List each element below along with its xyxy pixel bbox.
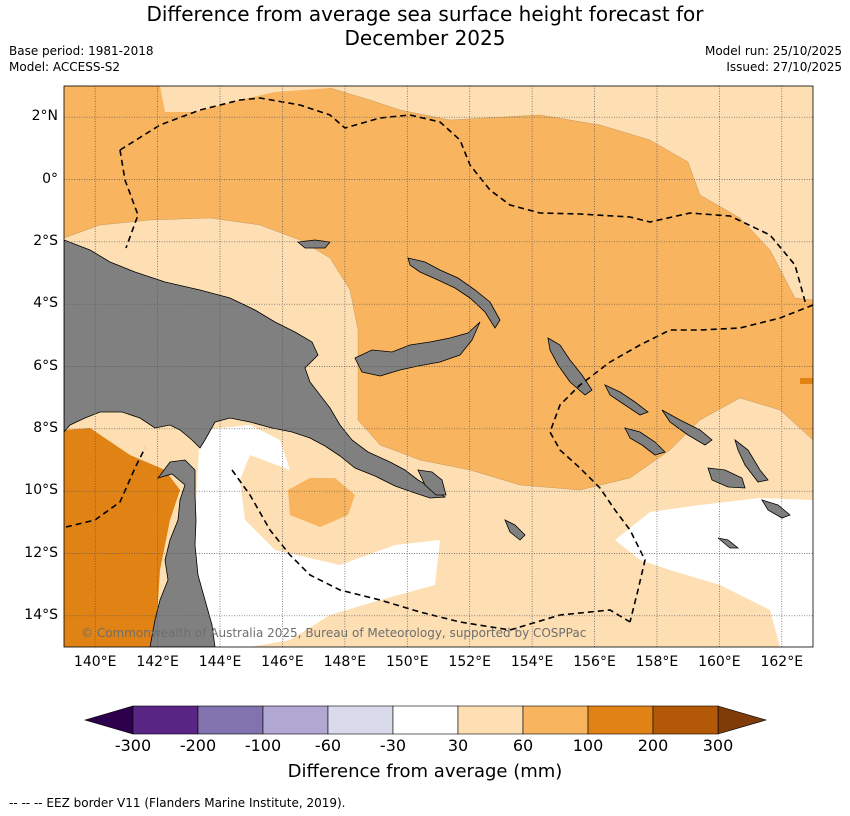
colorbar-segment (392, 705, 459, 735)
colorbar-under-arrow (83, 705, 134, 735)
anomaly-patch-60-100 (288, 478, 355, 527)
lon-tick-label: 148°E (323, 654, 367, 670)
chart-title: Difference from average sea surface heig… (0, 2, 850, 50)
title-line-2: December 2025 (344, 26, 506, 50)
lat-tick-label: 14°S (24, 606, 58, 623)
graticule (64, 86, 813, 647)
eez-borders (65, 97, 813, 631)
anomaly-region-30-60-north (160, 86, 813, 300)
lat-tick-label: 10°S (24, 482, 58, 499)
anomaly-region-100-200 (64, 428, 180, 647)
lat-tick-label: 6°S (33, 357, 58, 374)
colorbar-segment (587, 705, 654, 735)
colorbar-tick-label: -300 (114, 736, 152, 755)
colorbar (83, 705, 768, 735)
lon-tick-label: 162°E (760, 654, 804, 670)
meta-right: Model run: 25/10/2025 Issued: 27/10/2025 (705, 43, 842, 75)
anomaly-region-neutral-west (195, 425, 440, 647)
map-frame (63, 85, 814, 648)
lon-tick-label: 160°E (698, 654, 741, 670)
anomaly-region-neutral-east (615, 498, 813, 647)
colorbar-tick-label: -200 (179, 736, 217, 755)
landmass-dentrecasteaux (417, 469, 447, 496)
lon-tick-label: 152°E (448, 654, 491, 670)
colorbar-tick-label: -60 (314, 736, 342, 755)
lat-tick-label: 8°S (33, 419, 58, 436)
colorbar-tick-label: 60 (512, 736, 534, 755)
landmass-small-island (717, 537, 740, 549)
landmass-rossel (504, 519, 526, 541)
lon-tick-label: 140°E (73, 654, 117, 670)
colorbar-tick-label: 100 (572, 736, 604, 755)
landmass-santa-cruz (761, 499, 791, 519)
model-run: Model run: 25/10/2025 (704, 44, 842, 58)
copyright-notice: © Commonwealth of Australia 2025, Bureau… (81, 626, 587, 640)
base-period: Base period: 1981-2018 (9, 44, 154, 58)
landmass-malaita (661, 409, 713, 446)
colorbar-segment (262, 705, 329, 735)
colorbar-segment (132, 705, 199, 735)
lat-tick-label: 2°N (31, 108, 58, 125)
lat-tick-label: 2°S (33, 232, 58, 249)
lon-tick-label: 156°E (573, 654, 616, 670)
meta-left: Base period: 1981-2018 Model: ACCESS-S2 (9, 43, 154, 75)
lat-tick-label: 0° (42, 170, 58, 187)
anomaly-patch-100-200-east (800, 378, 813, 384)
colorbar-over-arrow (717, 705, 768, 735)
colorbar-tick-label: 300 (702, 736, 734, 755)
colorbar-tick-label: 30 (447, 736, 469, 755)
issued-date: Issued: 27/10/2025 (726, 60, 842, 74)
lon-tick-label: 146°E (261, 654, 304, 670)
lon-tick-label: 150°E (385, 654, 429, 670)
lon-tick-label: 144°E (198, 654, 242, 670)
colorbar-tick-label: -100 (244, 736, 282, 755)
landmass-new-britain (354, 321, 481, 377)
colorbar-segment (457, 705, 524, 735)
eez-legend-note: -- -- -- EEZ border V11 (Flanders Marine… (9, 796, 346, 810)
landmass-guadalcanal (624, 427, 666, 456)
colorbar-tick-label: 200 (637, 736, 669, 755)
colorbar-title: Difference from average (mm) (287, 761, 563, 782)
landmass-makira (734, 438, 769, 483)
title-line-1: Difference from average sea surface heig… (146, 2, 704, 26)
lon-tick-label: 142°E (136, 654, 179, 670)
colorbar-tick-label: -30 (379, 736, 407, 755)
colorbar-segment (327, 705, 394, 735)
model-name: Model: ACCESS-S2 (9, 60, 121, 74)
colorbar-segment (522, 705, 589, 735)
lat-tick-label: 4°S (33, 295, 58, 312)
colorbar-segment (197, 705, 264, 735)
lat-tick-label: 12°S (24, 544, 58, 561)
colorbar-segment (652, 705, 719, 735)
landmass-rennell (707, 467, 746, 489)
landmass-new-ireland (407, 257, 501, 329)
landmass-choiseul (604, 384, 649, 416)
lon-tick-label: 158°E (635, 654, 679, 670)
lon-tick-label: 154°E (510, 654, 554, 670)
map-area (64, 86, 813, 647)
